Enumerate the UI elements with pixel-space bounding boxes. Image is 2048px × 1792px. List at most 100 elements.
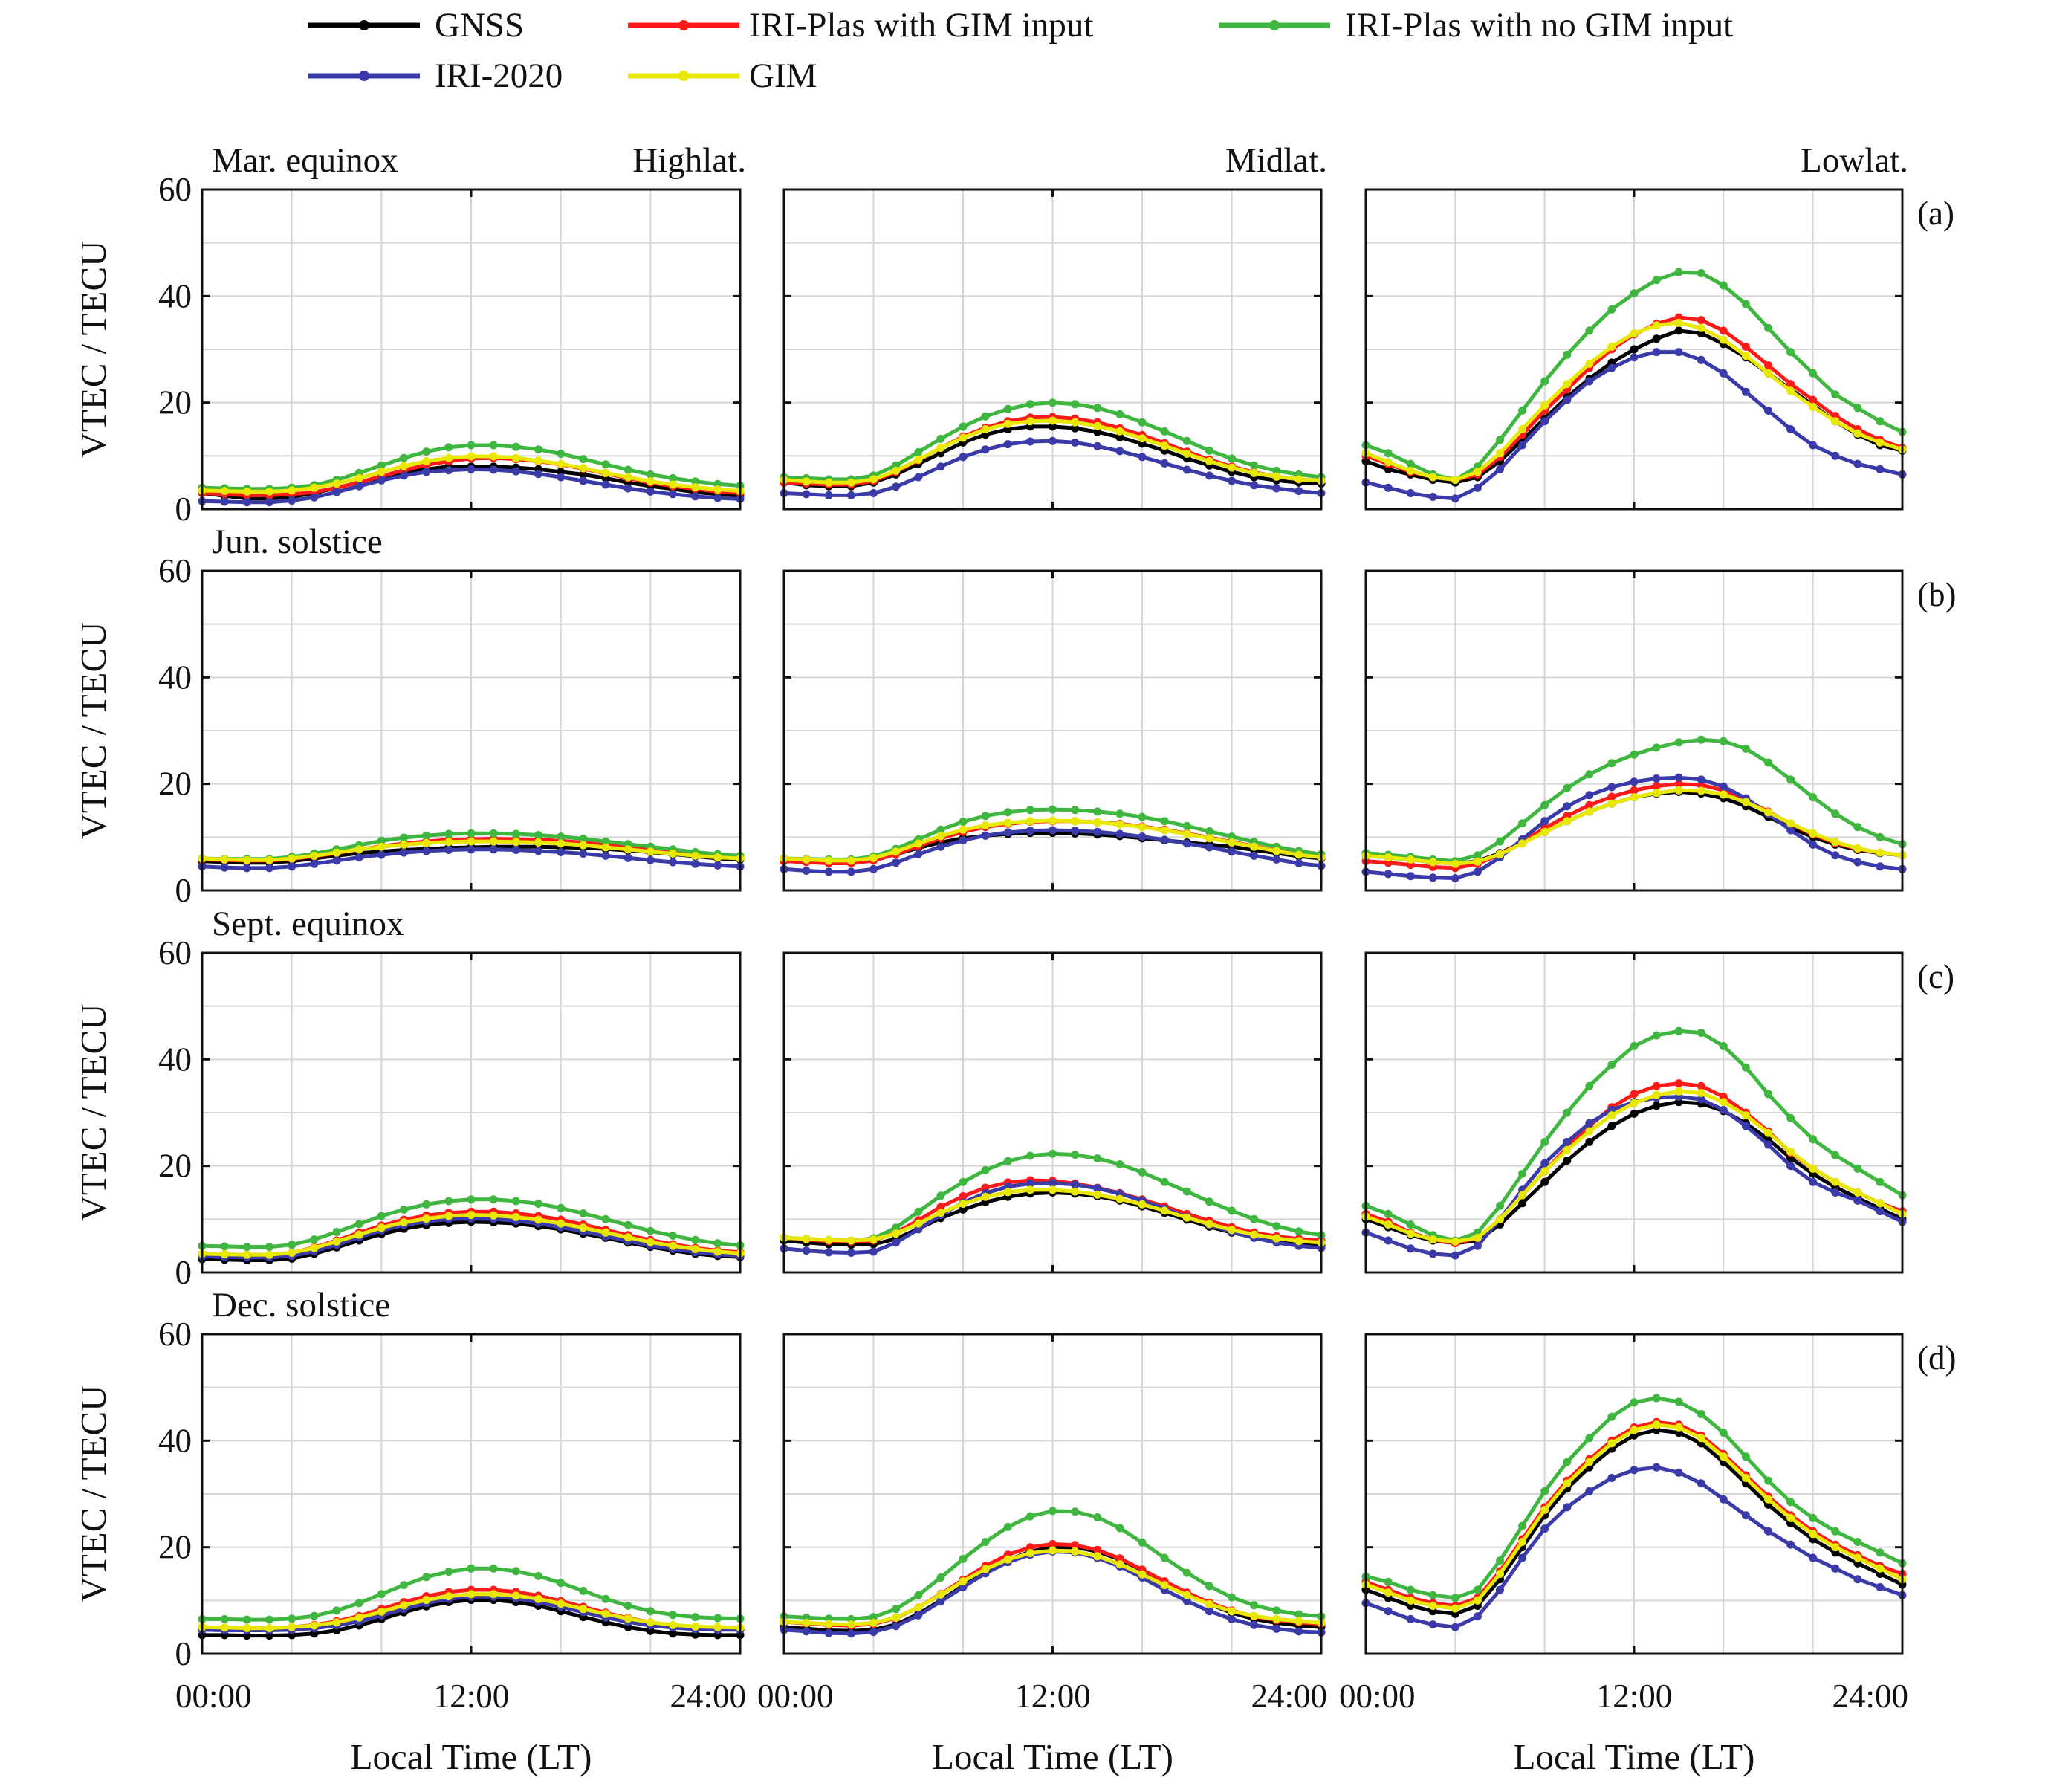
- panel-r1-c2: Midlat.: [780, 141, 1327, 511]
- data-point: [1741, 300, 1750, 308]
- data-point: [1652, 1420, 1661, 1429]
- data-point: [1451, 1237, 1459, 1246]
- data-point: [1786, 425, 1795, 433]
- data-point: [1384, 1607, 1393, 1616]
- data-point: [646, 487, 655, 496]
- y-axis-label: VTEC / TECU: [73, 621, 114, 839]
- y-tick-label: 60: [158, 171, 192, 208]
- data-point: [1831, 390, 1840, 399]
- data-point: [534, 1215, 542, 1224]
- y-axis-label: VTEC / TECU: [73, 1003, 114, 1221]
- data-point: [1697, 1434, 1705, 1443]
- data-point: [1071, 424, 1080, 433]
- data-point: [1674, 1468, 1683, 1477]
- data-point: [1809, 793, 1818, 802]
- data-point: [1741, 744, 1750, 753]
- data-point: [1025, 1543, 1034, 1552]
- data-point: [1809, 1164, 1818, 1173]
- data-point: [377, 1590, 386, 1599]
- data-point: [1540, 1137, 1549, 1146]
- data-point: [914, 839, 923, 848]
- data-point: [713, 1247, 722, 1256]
- panel-r3-c1: 0 20 40 60 VTEC / TECU Sept. equinox: [73, 905, 745, 1291]
- data-point: [1250, 1601, 1259, 1610]
- data-point: [936, 434, 945, 443]
- series-gim: [780, 1185, 1326, 1247]
- data-point: [1719, 326, 1728, 335]
- data-point: [936, 462, 945, 471]
- data-point: [623, 465, 632, 474]
- data-point: [1071, 1180, 1080, 1189]
- data-point: [1607, 305, 1616, 314]
- y-tick-label: 20: [158, 766, 192, 803]
- data-point: [1764, 1476, 1772, 1485]
- data-point: [1674, 1026, 1683, 1035]
- data-point: [1585, 1487, 1594, 1495]
- data-point: [579, 850, 588, 858]
- data-point: [1182, 1597, 1191, 1605]
- data-point: [1093, 1545, 1102, 1554]
- data-point: [310, 1621, 319, 1630]
- data-point: [1451, 859, 1459, 868]
- data-point: [1115, 820, 1124, 829]
- data-point: [1384, 870, 1393, 879]
- data-point: [534, 470, 542, 479]
- panel-r4-c3: 00:00 12:00 24:00 Local Time (LT) (d): [1339, 1333, 1956, 1777]
- data-point: [242, 1624, 251, 1633]
- data-point: [265, 1243, 273, 1252]
- data-point: [579, 1209, 588, 1217]
- data-point: [377, 1212, 386, 1220]
- data-point: [1853, 1164, 1862, 1173]
- data-point: [1496, 449, 1504, 458]
- data-point: [1607, 1122, 1616, 1130]
- data-point: [1853, 1553, 1862, 1562]
- data-point: [1406, 1585, 1415, 1594]
- data-point: [1719, 1429, 1728, 1437]
- data-point: [1294, 1627, 1303, 1636]
- data-point: [1809, 1530, 1818, 1539]
- data-point: [1049, 1546, 1057, 1555]
- data-point: [1093, 421, 1102, 430]
- data-point: [892, 858, 901, 867]
- data-point: [422, 1214, 431, 1223]
- data-point: [1272, 466, 1281, 475]
- data-point: [1025, 1185, 1034, 1194]
- data-point: [1630, 1466, 1639, 1475]
- data-point: [1228, 463, 1236, 472]
- data-point: [1697, 1081, 1705, 1090]
- data-point: [1607, 799, 1616, 808]
- data-point: [1563, 783, 1572, 792]
- data-point: [1853, 1575, 1862, 1584]
- data-point: [802, 1627, 811, 1636]
- data-point: [936, 842, 945, 851]
- data-point: [1809, 829, 1818, 838]
- data-point: [1093, 1184, 1102, 1193]
- data-point: [1071, 438, 1080, 447]
- data-point: [1876, 1548, 1885, 1557]
- y-tick-label: 0: [175, 872, 192, 909]
- data-point: [601, 851, 610, 860]
- data-point: [1160, 835, 1169, 844]
- data-point: [959, 1582, 968, 1591]
- data-point: [936, 1191, 945, 1200]
- legend-label: IRI-Plas with no GIM input: [1345, 6, 1733, 45]
- legend-label: GIM: [749, 56, 817, 95]
- data-point: [1674, 738, 1683, 747]
- panel-letter: (b): [1917, 576, 1956, 613]
- panel-grid: 0 20 40 60 VTEC / TECU Mar. equinox Highlat. Mi…: [73, 141, 1956, 1777]
- data-point: [1294, 487, 1303, 496]
- data-point: [1406, 1244, 1415, 1253]
- data-point: [1630, 1090, 1639, 1099]
- data-point: [623, 1233, 632, 1242]
- legend-label: IRI-2020: [435, 56, 563, 95]
- data-point: [846, 1236, 855, 1245]
- data-point: [1674, 318, 1683, 327]
- data-point: [1652, 321, 1661, 330]
- data-point: [1160, 1206, 1169, 1215]
- data-point: [1876, 1582, 1885, 1591]
- data-point: [1719, 1495, 1728, 1504]
- data-point: [1138, 1168, 1147, 1177]
- row-title: Sept. equinox: [212, 905, 404, 943]
- data-point: [444, 443, 453, 452]
- data-point: [489, 1211, 498, 1220]
